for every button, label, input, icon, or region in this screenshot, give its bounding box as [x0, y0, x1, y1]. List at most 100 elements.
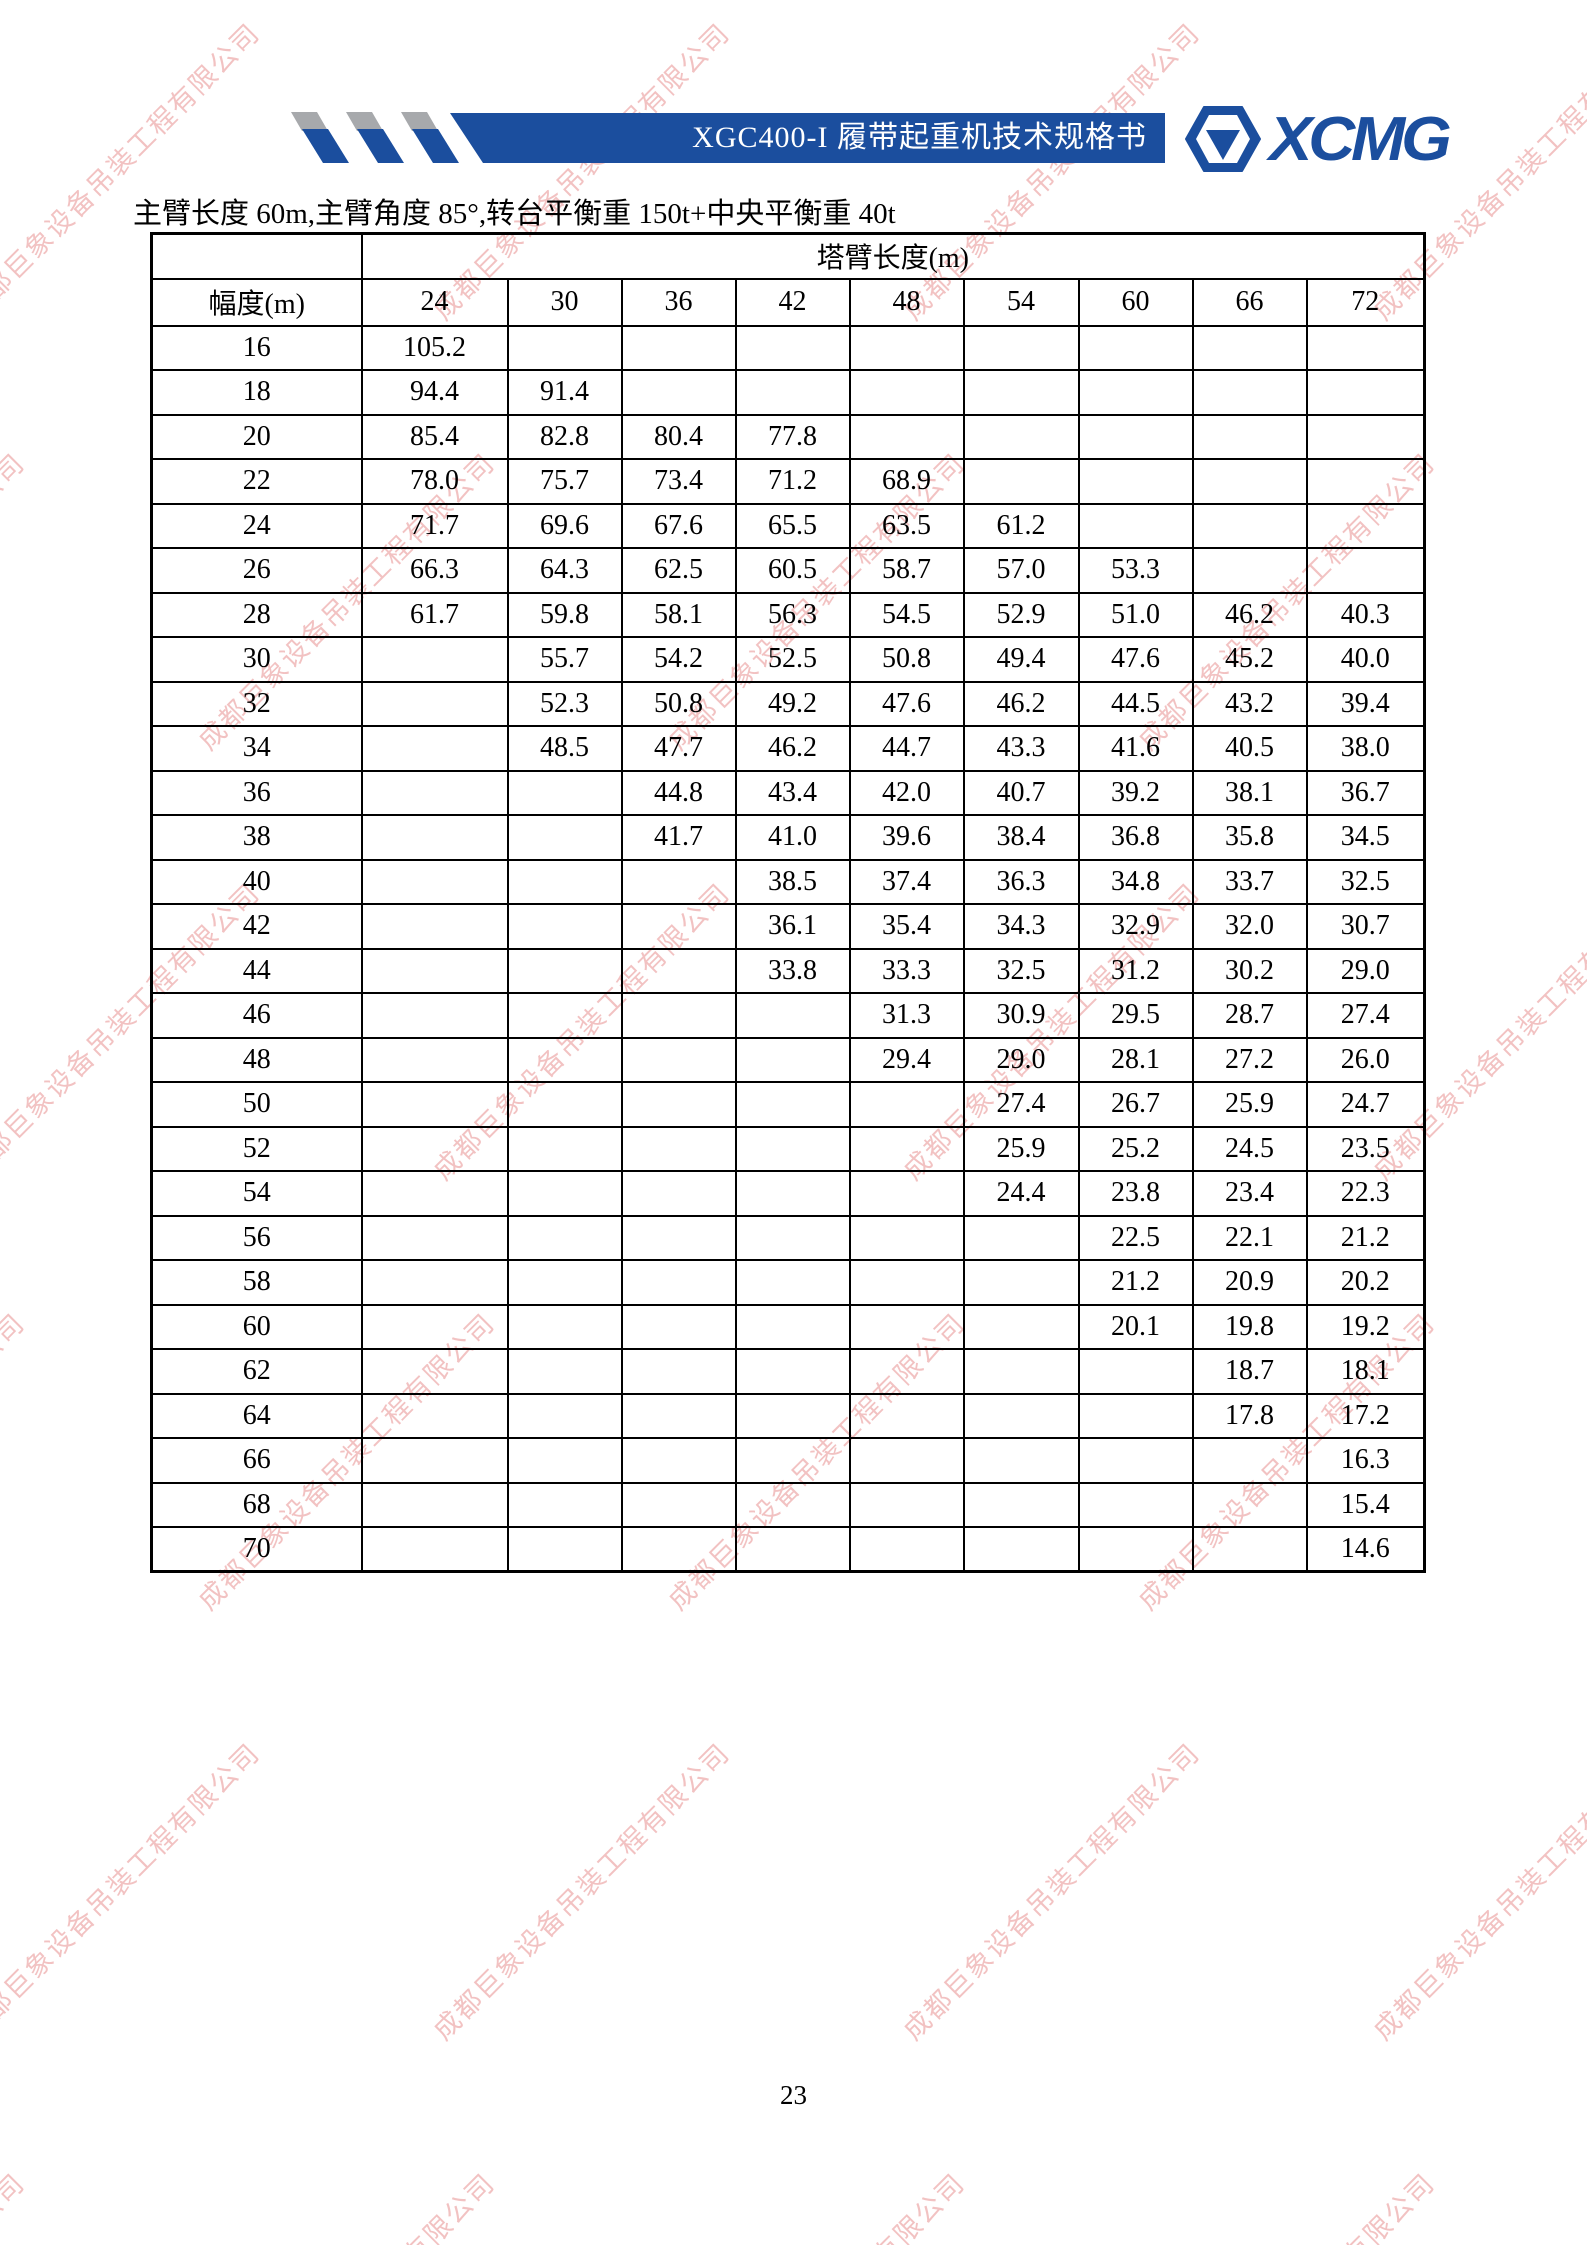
capacity-cell — [506, 947, 623, 994]
capacity-cell: 44.8 — [620, 769, 737, 816]
capacity-cell: 50.8 — [848, 636, 965, 683]
capacity-cell: 28.7 — [1191, 992, 1308, 1039]
capacity-cell — [620, 1036, 737, 1083]
capacity-cell — [1305, 502, 1426, 549]
capacity-cell: 91.4 — [506, 369, 623, 416]
capacity-cell: 16.3 — [1305, 1437, 1426, 1484]
capacity-cell — [1077, 1481, 1194, 1528]
capacity-cell — [1191, 502, 1308, 549]
capacity-cell — [1305, 369, 1426, 416]
capacity-cell: 17.8 — [1191, 1392, 1308, 1439]
capacity-cell — [848, 1125, 965, 1172]
capacity-cell — [506, 1303, 623, 1350]
capacity-cell: 59.8 — [506, 591, 623, 638]
capacity-cell — [1077, 413, 1194, 460]
capacity-cell — [360, 1437, 509, 1484]
radius-cell: 54 — [150, 1170, 363, 1217]
capacity-cell: 66.3 — [360, 547, 509, 594]
radius-cell: 26 — [150, 547, 363, 594]
capacity-cell — [620, 1170, 737, 1217]
capacity-cell — [1191, 324, 1308, 371]
capacity-cell — [1077, 324, 1194, 371]
capacity-cell — [1077, 1526, 1194, 1573]
capacity-cell — [848, 1259, 965, 1306]
capacity-cell: 23.5 — [1305, 1125, 1426, 1172]
radius-cell: 22 — [150, 458, 363, 505]
capacity-cell — [360, 814, 509, 861]
capacity-cell: 54.2 — [620, 636, 737, 683]
capacity-cell — [360, 1125, 509, 1172]
capacity-cell: 85.4 — [360, 413, 509, 460]
capacity-cell — [962, 1259, 1080, 1306]
capacity-cell — [620, 369, 737, 416]
capacity-cell — [620, 1392, 737, 1439]
capacity-cell — [734, 1303, 851, 1350]
capacity-cell: 26.0 — [1305, 1036, 1426, 1083]
capacity-cell — [360, 858, 509, 905]
capacity-cell: 38.4 — [962, 814, 1080, 861]
table-row: 42 36.1 35.4 34.3 32.9 32.0 30.7 — [150, 903, 1426, 950]
capacity-cell — [360, 725, 509, 772]
capacity-cell: 51.0 — [1077, 591, 1194, 638]
capacity-cell: 36.3 — [962, 858, 1080, 905]
table-row: 48 29.4 29.0 28.1 27.2 26.0 — [150, 1036, 1426, 1083]
capacity-cell — [360, 680, 509, 727]
capacity-cell: 63.5 — [848, 502, 965, 549]
capacity-cell: 28.1 — [1077, 1036, 1194, 1083]
capacity-cell — [506, 1259, 623, 1306]
capacity-cell — [360, 636, 509, 683]
capacity-cell: 24.4 — [962, 1170, 1080, 1217]
capacity-cell — [620, 992, 737, 1039]
table-row: 26 66.3 64.3 62.5 60.5 58.7 57.0 53.3 — [150, 547, 1426, 594]
column-header-row: 幅度(m) 24 30 36 42 48 54 60 66 72 — [150, 277, 1426, 327]
capacity-cell: 34.5 — [1305, 814, 1426, 861]
capacity-cell: 20.1 — [1077, 1303, 1194, 1350]
watermark-text: 成都巨象设备吊装工程有限公司 — [897, 1737, 1206, 2046]
radius-cell: 50 — [150, 1081, 363, 1128]
capacity-cell — [506, 1392, 623, 1439]
capacity-cell: 20.2 — [1305, 1259, 1426, 1306]
watermark-text: 成都巨象设备吊装工程有限公司 — [427, 1737, 736, 2046]
capacity-cell: 30.7 — [1305, 903, 1426, 950]
capacity-cell: 47.7 — [620, 725, 737, 772]
capacity-cell: 56.3 — [734, 591, 851, 638]
capacity-cell — [360, 1259, 509, 1306]
capacity-cell: 33.3 — [848, 947, 965, 994]
capacity-cell: 75.7 — [506, 458, 623, 505]
capacity-cell — [962, 369, 1080, 416]
radius-cell: 70 — [150, 1526, 363, 1573]
capacity-cell — [848, 1392, 965, 1439]
capacity-cell: 60.5 — [734, 547, 851, 594]
radius-cell: 40 — [150, 858, 363, 905]
capacity-cell: 64.3 — [506, 547, 623, 594]
capacity-cell — [1077, 458, 1194, 505]
capacity-cell: 38.1 — [1191, 769, 1308, 816]
radius-cell: 20 — [150, 413, 363, 460]
capacity-cell — [962, 1303, 1080, 1350]
capacity-cell: 29.5 — [1077, 992, 1194, 1039]
watermark-text: 成都巨象设备吊装工程有限公司 — [658, 2163, 973, 2245]
capacity-cell: 40.3 — [1305, 591, 1426, 638]
table-row: 44 33.8 33.3 32.5 31.2 30.2 29.0 — [150, 947, 1426, 994]
capacity-cell — [360, 1348, 509, 1395]
capacity-cell: 43.2 — [1191, 680, 1308, 727]
table-row: 20 85.4 82.8 80.4 77.8 — [150, 413, 1426, 460]
capacity-cell: 61.7 — [360, 591, 509, 638]
capacity-cell: 43.4 — [734, 769, 851, 816]
capacity-cell — [734, 992, 851, 1039]
table-row: 32 52.3 50.8 49.2 47.6 46.2 44.5 43.2 39.4 — [150, 680, 1426, 727]
table-row: 52 25.9 25.2 24.5 23.5 — [150, 1125, 1426, 1172]
capacity-cell — [506, 858, 623, 905]
capacity-cell: 94.4 — [360, 369, 509, 416]
capacity-cell — [360, 1214, 509, 1261]
capacity-cell — [962, 413, 1080, 460]
page-number: 23 — [780, 2080, 807, 2110]
radius-cell: 46 — [150, 992, 363, 1039]
capacity-cell: 18.7 — [1191, 1348, 1308, 1395]
capacity-cell: 44.7 — [848, 725, 965, 772]
capacity-cell: 49.4 — [962, 636, 1080, 683]
column-header-cell: 66 — [1191, 277, 1308, 327]
tower-jib-length-header: 塔臂长度(m) — [360, 232, 1426, 280]
table-row: 40 38.5 37.4 36.3 34.8 33.7 32.5 — [150, 858, 1426, 905]
header-title: XGC400-I 履带起重机技术规格书 — [692, 121, 1147, 154]
